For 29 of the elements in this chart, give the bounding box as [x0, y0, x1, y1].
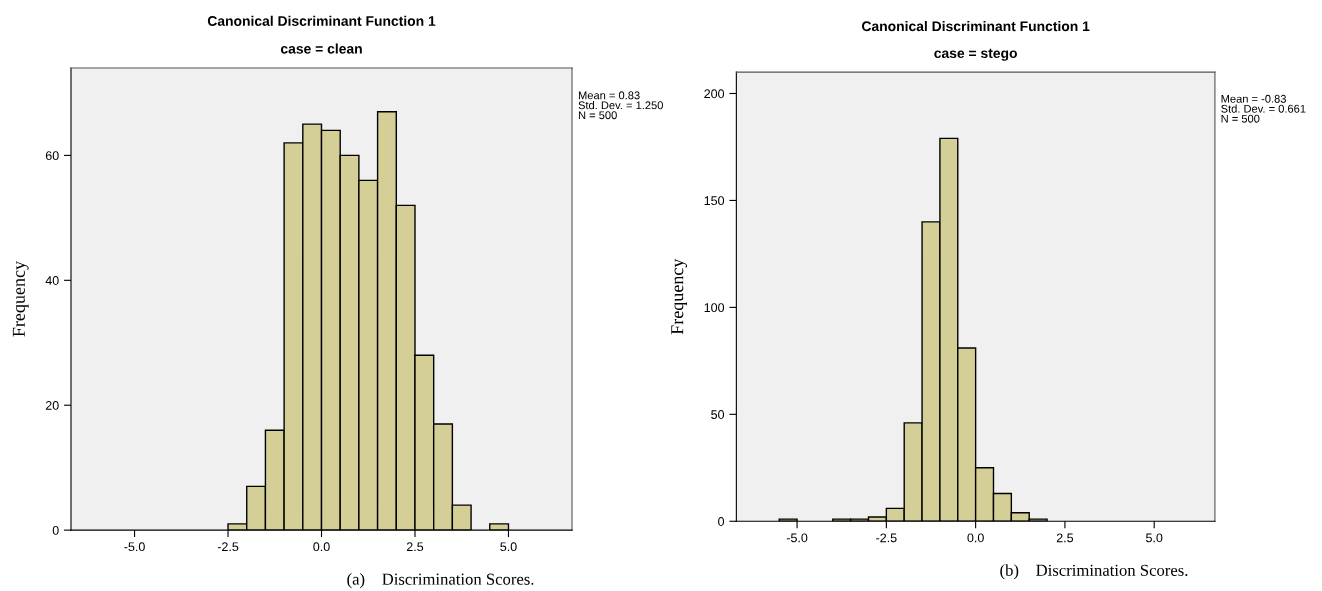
- x-tick-label: 5.0: [500, 542, 517, 552]
- chart-title: Canonical Discriminant Function 1: [862, 20, 1090, 32]
- text: Mean = 0.83 Std. Dev. = 1.250 N = 500: [578, 91, 663, 120]
- x-axis-title: (a) Discrimination Scores.: [347, 573, 534, 589]
- y-tick-label: 40: [45, 276, 59, 285]
- y-tick-label: 100: [704, 303, 725, 313]
- chart-subtitle: case = clean: [280, 43, 362, 54]
- chart-subtitle: case = stego: [934, 48, 1017, 61]
- x-tick-label: -5.0: [786, 533, 808, 543]
- y-tick-label: 50: [711, 410, 725, 419]
- x-tick-label: 0.0: [313, 542, 330, 552]
- chart-title: Canonical Discriminant Function 1: [207, 15, 436, 26]
- y-tick-label: 60: [45, 151, 59, 161]
- x-axis-title: (b) Discrimination Scores.: [1000, 564, 1188, 580]
- x-tick-label: 0.0: [967, 533, 984, 543]
- y-axis-title: Frequency: [671, 258, 688, 335]
- text: Mean = -0.83 Std. Dev. = 0.661 N = 500: [1221, 94, 1306, 123]
- y-tick-label: 20: [45, 401, 59, 410]
- y-tick-label: 0: [52, 525, 59, 535]
- x-tick-label: -2.5: [876, 533, 897, 543]
- y-tick-label: 150: [704, 196, 725, 206]
- x-tick-label: 5.0: [1146, 533, 1163, 543]
- x-tick-label: -5.0: [124, 542, 145, 552]
- x-tick-label: 2.5: [1056, 533, 1074, 543]
- y-tick-label: 0: [718, 517, 725, 526]
- y-axis-title: Frequency: [12, 261, 29, 337]
- x-tick-label: -2.5: [217, 542, 239, 552]
- y-tick-label: 200: [704, 89, 725, 99]
- x-tick-label: 2.5: [406, 542, 424, 552]
